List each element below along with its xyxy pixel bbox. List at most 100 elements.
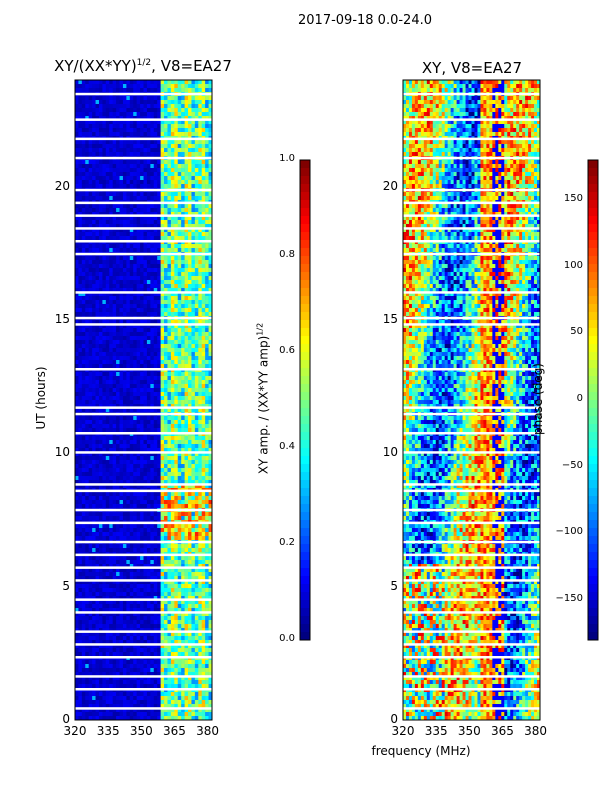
heatmap1-cell <box>92 108 96 113</box>
heatmap1-cell <box>208 280 213 285</box>
heatmap1-cell <box>95 296 100 301</box>
heatmap1-cell <box>146 168 151 173</box>
heatmap1-cell <box>143 428 148 433</box>
heatmap1-cell <box>112 344 117 349</box>
heatmap1-cell <box>116 332 120 337</box>
heatmap1-cell <box>116 96 120 101</box>
heatmap1-cell <box>140 480 144 485</box>
heatmap1-cell <box>208 500 213 505</box>
heatmap1-cell <box>78 220 83 225</box>
heatmap1-cell <box>143 320 148 325</box>
heatmap1-cell <box>191 148 196 153</box>
heatmap1-cell <box>88 236 93 241</box>
heatmap1-cell <box>146 80 151 85</box>
heatmap1-cell <box>191 472 196 477</box>
heatmap1-cell <box>208 196 213 201</box>
heatmap1-cell <box>146 220 151 225</box>
heatmap1-cell <box>98 132 103 137</box>
heatmap1-cell <box>194 464 199 469</box>
heatmap1-cell <box>102 536 107 541</box>
heatmap1-cell <box>177 396 182 401</box>
heatmap1-cell <box>184 108 189 113</box>
heatmap1-cell <box>119 524 124 529</box>
heatmap1-cell <box>116 224 120 229</box>
heatmap1-cell <box>92 572 96 577</box>
heatmap1-cell <box>167 152 172 157</box>
heatmap1-cell <box>81 468 86 473</box>
heatmap1-cell <box>109 328 113 333</box>
heatmap1-cell <box>150 524 155 529</box>
heatmap1-cell <box>150 268 155 273</box>
heatmap1-cell <box>205 324 209 329</box>
heatmap1-cell <box>191 436 196 441</box>
heatmap1-cell <box>98 420 103 425</box>
heatmap1-cell <box>129 352 134 357</box>
heatmap1-cell <box>75 224 79 229</box>
heatmap1-cell <box>150 224 155 229</box>
heatmap1-cell <box>184 244 189 249</box>
heatmap1-cell <box>181 132 185 137</box>
heatmap1-cell <box>136 532 141 537</box>
heatmap1-cell <box>112 340 117 345</box>
heatmap1-cell <box>98 372 103 377</box>
heatmap1-cell <box>191 104 196 109</box>
heatmap1-cell <box>208 376 213 381</box>
heatmap1-cell <box>184 564 189 569</box>
heatmap1-cell <box>164 196 168 201</box>
heatmap1-cell <box>157 460 161 465</box>
heatmap1-cell <box>198 560 203 565</box>
heatmap1-cell <box>116 544 120 549</box>
heatmap1-cell <box>160 88 165 93</box>
heatmap1-cell <box>201 388 206 393</box>
heatmap1-cell <box>157 500 161 505</box>
heatmap1-cell <box>112 204 117 209</box>
heatmap1-cell <box>146 336 151 341</box>
heatmap1-cell <box>198 504 203 509</box>
heatmap1-cell <box>174 344 179 349</box>
heatmap1-cell <box>191 476 196 481</box>
heatmap1-cell <box>160 336 165 341</box>
heatmap1-cell <box>167 516 172 521</box>
heatmap1-cell <box>75 312 79 317</box>
heatmap1-cell <box>102 264 107 269</box>
heatmap1-cell <box>95 564 100 569</box>
heatmap1-cell <box>164 112 168 117</box>
heatmap1-cell <box>75 260 79 265</box>
heatmap1-cell <box>201 212 206 217</box>
heatmap1-cell <box>140 236 144 241</box>
heatmap1-cell <box>126 152 131 157</box>
heatmap1-cell <box>153 468 158 473</box>
heatmap1-cell <box>153 356 158 361</box>
heatmap1-cell <box>88 320 93 325</box>
heatmap1-cell <box>177 392 182 397</box>
heatmap1-cell <box>116 108 120 113</box>
heatmap1-cell <box>140 152 144 157</box>
heatmap1-cell <box>133 212 137 217</box>
heatmap1-cell <box>109 112 113 117</box>
heatmap1-cell <box>201 236 206 241</box>
heatmap1-cell <box>98 128 103 133</box>
heatmap1-cell <box>112 464 117 469</box>
heatmap1-cell <box>85 568 89 573</box>
heatmap1-cell <box>98 516 103 521</box>
heatmap1-cell <box>198 568 203 573</box>
heatmap1-cell <box>126 476 131 481</box>
heatmap1-cell <box>170 100 175 105</box>
heatmap1-cell <box>194 516 199 521</box>
heatmap1-cell <box>119 284 124 289</box>
heatmap1-cell <box>160 184 165 189</box>
heatmap1-cell <box>122 416 127 421</box>
heatmap1-cell <box>122 384 127 389</box>
heatmap1-cell <box>81 516 86 521</box>
heatmap1-cell <box>126 212 131 217</box>
heatmap1-cell <box>184 148 189 153</box>
heatmap1-cell <box>92 204 96 209</box>
heatmap1-cell <box>75 348 79 353</box>
heatmap1-cell <box>188 260 192 265</box>
heatmap1-cell <box>112 512 117 517</box>
heatmap1-cell <box>191 100 196 105</box>
heatmap1-cell <box>160 284 165 289</box>
heatmap1-cell <box>112 248 117 253</box>
heatmap1-cell <box>88 140 93 145</box>
heatmap1-cell <box>188 456 192 461</box>
